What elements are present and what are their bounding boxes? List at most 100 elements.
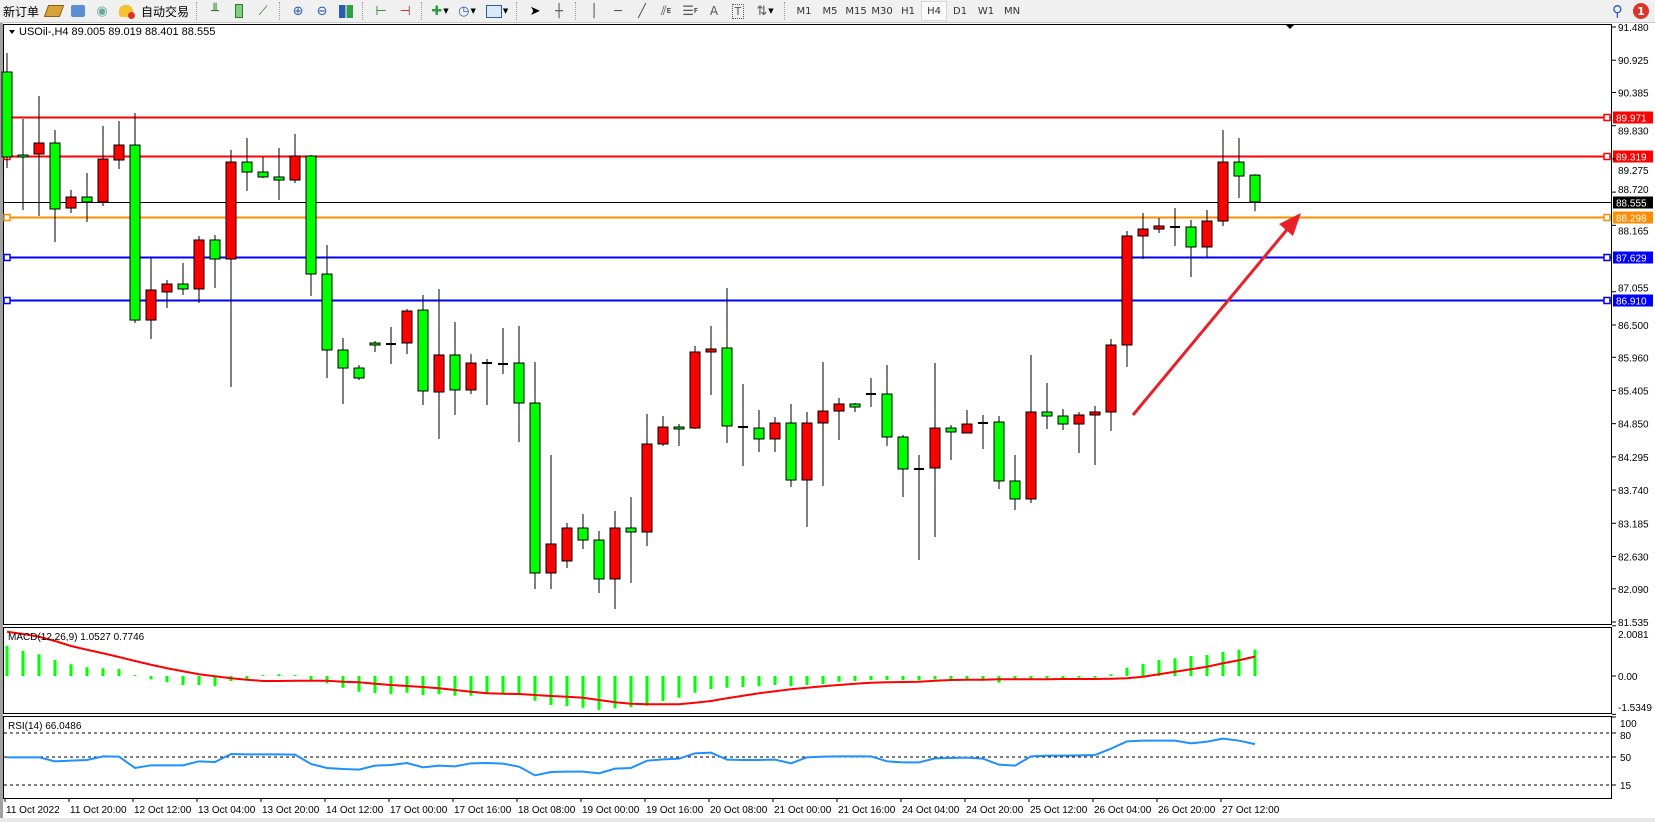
candle-body bbox=[193, 239, 205, 290]
arrow-shaft[interactable] bbox=[1131, 225, 1292, 416]
timeframe-m1-button[interactable]: M1 bbox=[796, 5, 812, 17]
arrows-icon[interactable]: ⇅ ▼ bbox=[756, 3, 774, 19]
macd-histogram-bar bbox=[1189, 656, 1193, 676]
candle bbox=[738, 384, 748, 467]
timeframe-m30-button[interactable]: M30 bbox=[871, 5, 893, 17]
trend-arrow[interactable] bbox=[1131, 213, 1301, 416]
chart-shift-marker-icon[interactable] bbox=[1285, 24, 1295, 29]
candlestick-chart-icon[interactable] bbox=[227, 1, 251, 21]
candle-body bbox=[97, 158, 109, 203]
timeframe-h1-button[interactable]: H1 bbox=[901, 5, 915, 17]
candle-body bbox=[897, 436, 909, 470]
periods-clock-icon[interactable]: ◷ ▼ bbox=[458, 3, 476, 19]
crosshair-icon[interactable]: ┼ bbox=[555, 3, 563, 19]
macd-histogram-bar bbox=[677, 676, 681, 698]
candle-body bbox=[561, 527, 573, 562]
macd-histogram-bar bbox=[277, 674, 281, 676]
candle bbox=[769, 417, 781, 453]
macd-histogram-bar bbox=[309, 676, 313, 680]
line-anchor-handle[interactable] bbox=[1603, 113, 1611, 122]
timeframe-m5-button[interactable]: M5 bbox=[822, 5, 838, 17]
candle bbox=[593, 531, 605, 593]
navigator-terminal-icon[interactable] bbox=[66, 1, 90, 21]
timeframe-w1-button[interactable]: W1 bbox=[977, 5, 995, 17]
candle bbox=[145, 258, 157, 340]
arrow-head-icon[interactable] bbox=[1279, 213, 1301, 236]
candle-body bbox=[657, 426, 669, 445]
macd-histogram-bar bbox=[85, 667, 89, 676]
candle bbox=[817, 361, 829, 487]
macd-label: MACD(12,26,9) 1.0527 0.7746 bbox=[8, 632, 145, 643]
rsi-label: RSI(14) 66.0486 bbox=[8, 721, 82, 732]
candle bbox=[978, 414, 988, 450]
line-anchor-handle[interactable] bbox=[1603, 296, 1611, 305]
candle-body bbox=[1, 71, 13, 158]
metaeditor-book-icon[interactable] bbox=[42, 1, 66, 21]
timeframe-h4-button[interactable]: H4 bbox=[921, 1, 948, 21]
candle-body bbox=[273, 176, 285, 181]
auto-scroll-icon[interactable]: ⊣ bbox=[399, 3, 411, 19]
signals-antenna-icon[interactable]: ◉ bbox=[96, 3, 108, 19]
text-icon[interactable]: A bbox=[702, 1, 726, 21]
candle bbox=[641, 414, 653, 547]
cursor-icon[interactable]: ➤ bbox=[529, 3, 541, 19]
time-axis-label: 24 Oct 20:00 bbox=[966, 805, 1024, 816]
candle-body bbox=[289, 155, 301, 181]
candle bbox=[433, 288, 445, 439]
candle-body bbox=[961, 423, 973, 434]
timeframe-m15-button[interactable]: M15 bbox=[845, 5, 867, 17]
timeframe-mn-button[interactable]: MN bbox=[1003, 5, 1021, 17]
candle-body bbox=[33, 142, 45, 155]
templates-icon[interactable]: ▼ bbox=[482, 1, 512, 21]
macd-pane-frame[interactable] bbox=[3, 627, 1612, 714]
time-axis[interactable]: 11 Oct 2022 11 Oct 20:00 12 Oct 12:00 13 Oc… bbox=[0, 798, 1655, 822]
bar-chart-icon[interactable]: ╨ bbox=[211, 3, 219, 19]
price-axis-label: 86.500 bbox=[1618, 321, 1649, 332]
rsi-axis-label: 15 bbox=[1620, 781, 1632, 792]
line-anchor-handle[interactable] bbox=[3, 213, 11, 222]
price-axis[interactable]: 91.480 90.925 90.385 89.830 89.275 88.720 88.1… bbox=[1612, 23, 1649, 629]
candle bbox=[897, 435, 909, 498]
line-anchor-handle[interactable] bbox=[1603, 253, 1611, 262]
zoom-in-icon[interactable]: ⊕ bbox=[292, 3, 304, 19]
macd-histogram-bar bbox=[629, 676, 633, 708]
timeframe-d1-button[interactable]: D1 bbox=[953, 5, 968, 17]
tile-windows-icon[interactable] bbox=[334, 1, 358, 21]
auto-trading-icon[interactable] bbox=[114, 1, 138, 21]
candle-body bbox=[65, 196, 77, 209]
zoom-out-icon[interactable]: ⊖ bbox=[316, 3, 328, 19]
line-anchor-handle[interactable] bbox=[3, 296, 11, 305]
macd-histogram-bar bbox=[53, 660, 57, 676]
line-anchor-handle[interactable] bbox=[1603, 152, 1611, 161]
time-axis-label: 21 Oct 00:00 bbox=[774, 805, 832, 816]
symbol-menu-triangle-icon[interactable] bbox=[9, 30, 15, 34]
line-anchor-handle[interactable] bbox=[1603, 213, 1611, 222]
auto-trading-button[interactable]: 自动交易 bbox=[141, 4, 190, 19]
trend-line-icon[interactable]: ╱ bbox=[638, 3, 646, 19]
candle bbox=[849, 403, 861, 412]
new-order-button[interactable]: 新订单 bbox=[3, 4, 40, 19]
indicators-icon[interactable]: ✚ ▼ bbox=[431, 3, 449, 19]
equidistant-channel-icon[interactable]: ⫽ E bbox=[660, 3, 672, 19]
horizontal-scrollbar[interactable] bbox=[0, 818, 1655, 822]
chart-shift-icon[interactable]: ⊢ bbox=[375, 3, 387, 19]
notifications-badge[interactable]: 1 bbox=[1633, 3, 1649, 19]
line-anchor-handle[interactable] bbox=[3, 253, 11, 262]
search-icon[interactable]: ⚲ bbox=[1612, 1, 1623, 20]
text-label-icon[interactable]: T bbox=[726, 1, 750, 21]
macd-histogram-bar bbox=[213, 676, 217, 686]
time-axis-label: 17 Oct 16:00 bbox=[454, 805, 512, 816]
price-axis-label: 88.720 bbox=[1618, 185, 1649, 196]
horizontal-line-icon[interactable]: ─ bbox=[614, 3, 622, 19]
fibonacci-icon[interactable]: ☰ F bbox=[682, 3, 698, 19]
line-chart-icon[interactable]: ⟋ bbox=[258, 3, 268, 19]
macd-histogram-bar bbox=[165, 676, 169, 683]
macd-histogram-bar bbox=[501, 676, 505, 694]
rsi-pane-frame[interactable] bbox=[3, 716, 1612, 799]
macd-histogram-bar bbox=[1157, 660, 1161, 676]
candle-body bbox=[145, 289, 157, 321]
candle bbox=[1217, 130, 1229, 226]
vertical-line-icon[interactable]: │ bbox=[590, 3, 598, 19]
macd-histogram-bar bbox=[933, 676, 937, 680]
